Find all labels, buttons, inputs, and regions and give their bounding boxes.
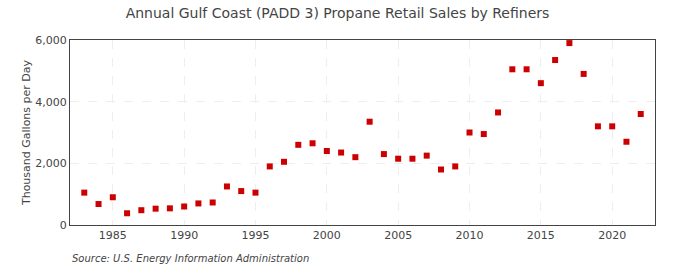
svg-text:2010: 2010 <box>456 229 484 242</box>
svg-text:2,000: 2,000 <box>35 157 67 170</box>
svg-text:2020: 2020 <box>598 229 626 242</box>
svg-text:Thousand Gallons per Day: Thousand Gallons per Day <box>20 59 33 206</box>
svg-text:6,000: 6,000 <box>35 34 67 47</box>
svg-text:2005: 2005 <box>384 229 412 242</box>
svg-text:2015: 2015 <box>527 229 555 242</box>
svg-text:2000: 2000 <box>313 229 341 242</box>
svg-text:1985: 1985 <box>99 229 127 242</box>
svg-text:1995: 1995 <box>241 229 269 242</box>
svg-text:0: 0 <box>60 219 67 232</box>
svg-text:4,000: 4,000 <box>35 96 67 109</box>
svg-text:1990: 1990 <box>170 229 198 242</box>
svg-text:Source: U.S. Energy Informatio: Source: U.S. Energy Information Administ… <box>72 253 309 264</box>
svg-text:Annual Gulf Coast (PADD 3) Pro: Annual Gulf Coast (PADD 3) Propane Retai… <box>126 5 550 21</box>
